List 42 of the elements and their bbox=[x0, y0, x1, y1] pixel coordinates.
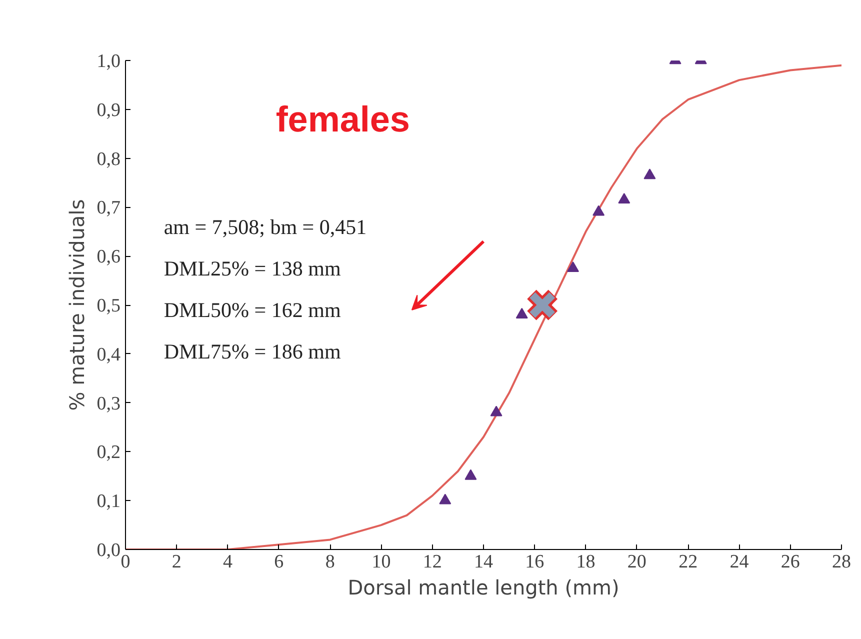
y-tick-label: 0,0 bbox=[96, 540, 120, 561]
x-tick-label: 26 bbox=[780, 552, 800, 572]
x-tick-label: 16 bbox=[525, 552, 544, 572]
point bbox=[592, 205, 605, 216]
x-tick-label: 6 bbox=[274, 552, 284, 572]
x-tick-label: 20 bbox=[627, 552, 646, 572]
annotation: am = 7,508; bm = 0,451 bbox=[164, 214, 367, 239]
x-tick-label: 14 bbox=[474, 552, 494, 572]
y-tick-label: 0,1 bbox=[96, 491, 120, 512]
point bbox=[618, 193, 630, 204]
y-tick-label: 0,5 bbox=[96, 296, 120, 316]
x-tick-label: 22 bbox=[678, 552, 698, 572]
line-series bbox=[126, 64, 842, 550]
y-tick-label: 1,0 bbox=[96, 51, 120, 72]
x-tick-label: 8 bbox=[325, 552, 335, 572]
x-tick-label: 4 bbox=[223, 552, 234, 572]
y-axis-title: % mature individuals bbox=[64, 199, 89, 411]
x-tick-label: 2 bbox=[172, 552, 182, 572]
point bbox=[567, 261, 579, 272]
annotation: DML75% = 186 mm bbox=[164, 339, 341, 364]
annotation: DML25% = 138 mm bbox=[164, 256, 341, 280]
point bbox=[439, 494, 452, 504]
y-tick-label: 0,3 bbox=[96, 393, 120, 414]
y-tick-label: 0,8 bbox=[96, 148, 120, 170]
x-tick-label: 28 bbox=[832, 552, 851, 572]
x-axis-title: Dorsal mantle length (mm) bbox=[348, 576, 620, 600]
point bbox=[490, 406, 502, 416]
y-tick-label: 0,7 bbox=[96, 198, 120, 219]
point bbox=[644, 168, 656, 180]
annotation: DML50% = 162 mm bbox=[164, 298, 341, 322]
text: females bbox=[276, 98, 410, 140]
point bbox=[464, 469, 477, 480]
x-tick-label: 18 bbox=[576, 552, 596, 572]
y-tick-label: 0,6 bbox=[96, 246, 120, 268]
point bbox=[516, 308, 528, 318]
y-tick-label: 0,2 bbox=[96, 442, 120, 464]
x-tick-label: 0 bbox=[120, 552, 130, 572]
x-tick-label: 12 bbox=[422, 552, 442, 572]
x-tick-label: 24 bbox=[730, 552, 750, 572]
x-tick-label: 10 bbox=[372, 552, 391, 572]
y-tick-label: 0,9 bbox=[96, 100, 120, 121]
y-tick-label: 0,4 bbox=[96, 344, 121, 366]
